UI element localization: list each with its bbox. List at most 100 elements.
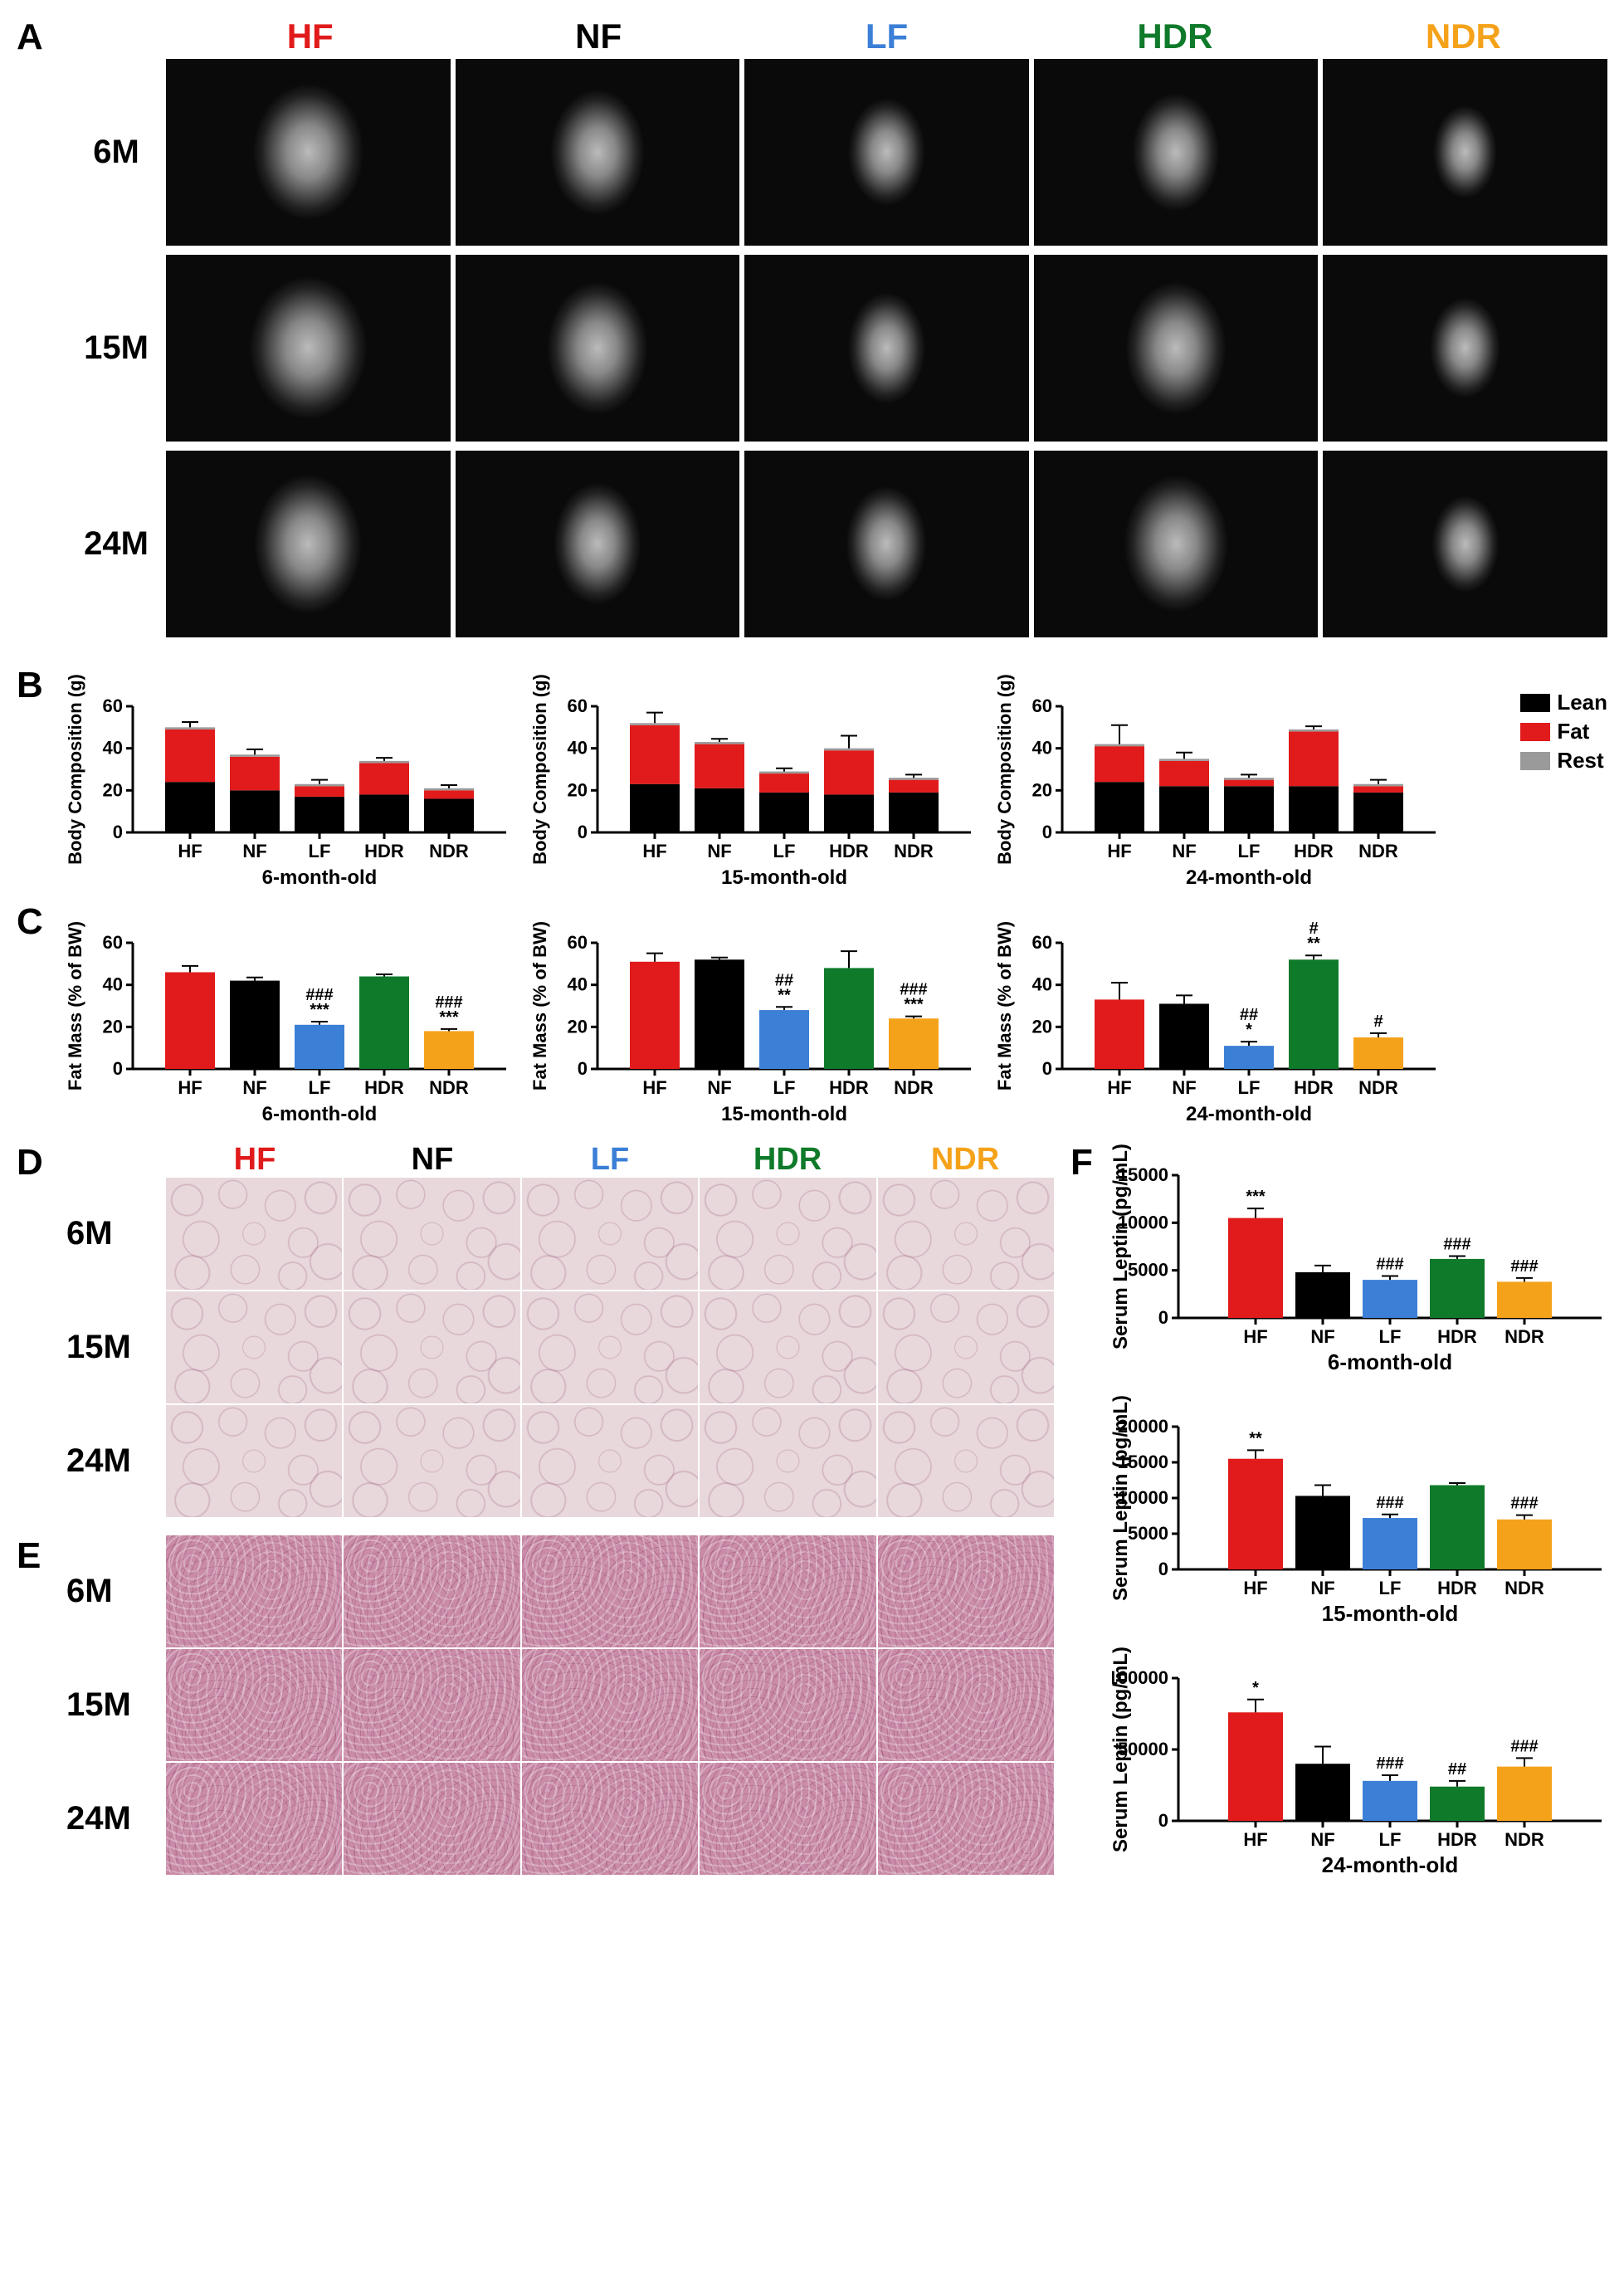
svg-text:NF: NF: [1310, 1326, 1334, 1347]
svg-text:NDR: NDR: [1358, 841, 1398, 861]
svg-text:HDR: HDR: [364, 1077, 404, 1098]
histology-image: [522, 1535, 698, 1647]
svg-text:HDR: HDR: [829, 841, 869, 861]
mri-image: [1034, 255, 1319, 442]
svg-text:Serum Leptin (pg/mL): Serum Leptin (pg/mL): [1112, 1395, 1132, 1601]
panel-A: A HFNFLFHDRNDR 6M15M24M: [17, 17, 1607, 644]
histology-image: [878, 1405, 1054, 1517]
svg-text:NF: NF: [1172, 841, 1196, 861]
svg-text:6-month-old: 6-month-old: [1328, 1349, 1452, 1374]
group-header-NDR: NDR: [1319, 17, 1607, 56]
bar-chart-svg: 0204060Body Composition (g)HFNFLFHDRNDR6…: [66, 673, 515, 889]
svg-text:NDR: NDR: [1505, 1829, 1544, 1850]
group-header-NDR: NDR: [876, 1142, 1054, 1178]
panel-D-label: D: [17, 1142, 66, 1183]
svg-text:20: 20: [568, 1016, 588, 1037]
svg-text:NDR: NDR: [1505, 1578, 1544, 1598]
panel-B: B 0204060Body Composition (g)HFNFLFHDRND…: [17, 665, 1607, 893]
svg-text:60: 60: [1032, 932, 1052, 953]
histology-row-24M: 24M: [66, 1763, 1054, 1875]
svg-text:0: 0: [1042, 822, 1052, 842]
histology-image: [166, 1535, 342, 1647]
mri-image: [166, 255, 451, 442]
timepoint-label: 24M: [66, 525, 166, 563]
svg-text:NDR: NDR: [1358, 1077, 1398, 1098]
histology-row-15M: 15M: [66, 1649, 1054, 1761]
svg-text:#: #: [1373, 1013, 1383, 1031]
group-header-HDR: HDR: [699, 1142, 876, 1178]
svg-text:**: **: [778, 986, 791, 1004]
svg-text:6-month-old: 6-month-old: [262, 866, 378, 889]
svg-text:Body Composition (g): Body Composition (g): [996, 674, 1015, 865]
legend-item: Rest: [1520, 748, 1607, 773]
svg-text:***: ***: [904, 996, 924, 1014]
svg-text:###: ###: [1376, 1256, 1403, 1274]
mri-image: [744, 255, 1029, 442]
svg-text:*: *: [1252, 1679, 1259, 1697]
serum-leptin-chart: 050001000015000Serum Leptin (pg/mL)***HF…: [1112, 1142, 1610, 1379]
panel-C-label: C: [17, 901, 66, 943]
body-composition-chart: 0204060Body Composition (g)HFNFLFHDRNDR1…: [531, 673, 979, 893]
panel-E: E 6M 15M24M: [17, 1535, 1054, 1876]
svg-text:HDR: HDR: [1294, 841, 1334, 861]
panel-D: D HFNFLFHDRNDR 6M15M24M: [17, 1142, 1054, 1519]
panel-F-label: F: [1070, 1142, 1112, 1896]
svg-text:LF: LF: [1379, 1829, 1402, 1850]
svg-text:LF: LF: [1379, 1326, 1402, 1347]
histology-image: [344, 1405, 519, 1517]
bar-chart-svg: 0204060Fat Mass (% of BW)HFNF##**LFHDR##…: [531, 910, 979, 1125]
svg-text:LF: LF: [309, 841, 331, 861]
group-header-HF: HF: [166, 1142, 344, 1178]
histology-image: [166, 1649, 342, 1761]
svg-text:15-month-old: 15-month-old: [721, 1103, 847, 1125]
svg-text:0: 0: [113, 1058, 123, 1079]
panel-C: C 0204060Fat Mass (% of BW)HFNF###***LFH…: [17, 901, 1607, 1130]
mri-row-15M: 15M: [66, 252, 1607, 443]
svg-text:0: 0: [1042, 1058, 1052, 1079]
svg-text:HF: HF: [178, 841, 202, 861]
svg-text:LF: LF: [773, 841, 796, 861]
svg-text:NDR: NDR: [1505, 1326, 1544, 1347]
svg-text:Serum Leptin (pg/mL): Serum Leptin (pg/mL): [1112, 1144, 1132, 1349]
svg-text:Fat Mass (% of BW): Fat Mass (% of BW): [66, 921, 85, 1091]
svg-text:Fat Mass (% of BW): Fat Mass (% of BW): [996, 921, 1015, 1091]
svg-text:20: 20: [568, 779, 588, 800]
svg-text:5000: 5000: [1128, 1260, 1168, 1281]
legend-item: Lean: [1520, 690, 1607, 715]
histology-image: [878, 1649, 1054, 1761]
body-composition-chart: 0204060Body Composition (g)HFNFLFHDRNDR6…: [66, 673, 515, 893]
fat-mass-chart: 0204060Fat Mass (% of BW)HFNF###***LFHDR…: [66, 910, 515, 1130]
svg-text:0: 0: [578, 822, 588, 842]
bar-chart-svg: 050000100000Serum Leptin (pg/mL)*HFNF###…: [1112, 1645, 1610, 1877]
histology-image: [878, 1535, 1054, 1647]
svg-text:0: 0: [578, 1058, 588, 1079]
timepoint-label: 6M: [66, 1573, 166, 1610]
svg-text:NF: NF: [707, 841, 731, 861]
histology-row-6M: 6M: [66, 1535, 1054, 1647]
svg-text:*: *: [1246, 1021, 1252, 1039]
histology-image: [522, 1291, 698, 1403]
svg-text:40: 40: [103, 974, 123, 995]
histology-row-24M: 24M: [66, 1405, 1054, 1517]
svg-text:5000: 5000: [1128, 1523, 1168, 1544]
mri-image: [744, 59, 1029, 246]
histology-image: [878, 1178, 1054, 1290]
svg-text:###: ###: [1510, 1495, 1538, 1513]
histology-row-6M: 6M: [66, 1178, 1054, 1290]
panel-B-legend: LeanFatRest: [1520, 690, 1607, 777]
mri-image: [1034, 59, 1319, 246]
panel-E-label: E: [17, 1535, 66, 1577]
svg-text:20: 20: [103, 779, 123, 800]
mri-image: [744, 451, 1029, 637]
histology-image: [522, 1405, 698, 1517]
histology-image: [522, 1763, 698, 1875]
svg-text:LF: LF: [1238, 841, 1261, 861]
svg-text:Body Composition (g): Body Composition (g): [66, 674, 85, 865]
svg-text:60: 60: [568, 695, 588, 716]
svg-text:NDR: NDR: [894, 841, 934, 861]
svg-text:**: **: [1249, 1429, 1262, 1447]
svg-text:###: ###: [1376, 1754, 1403, 1773]
svg-text:NDR: NDR: [429, 841, 469, 861]
group-header-HF: HF: [166, 17, 454, 56]
svg-text:LF: LF: [1238, 1077, 1261, 1098]
